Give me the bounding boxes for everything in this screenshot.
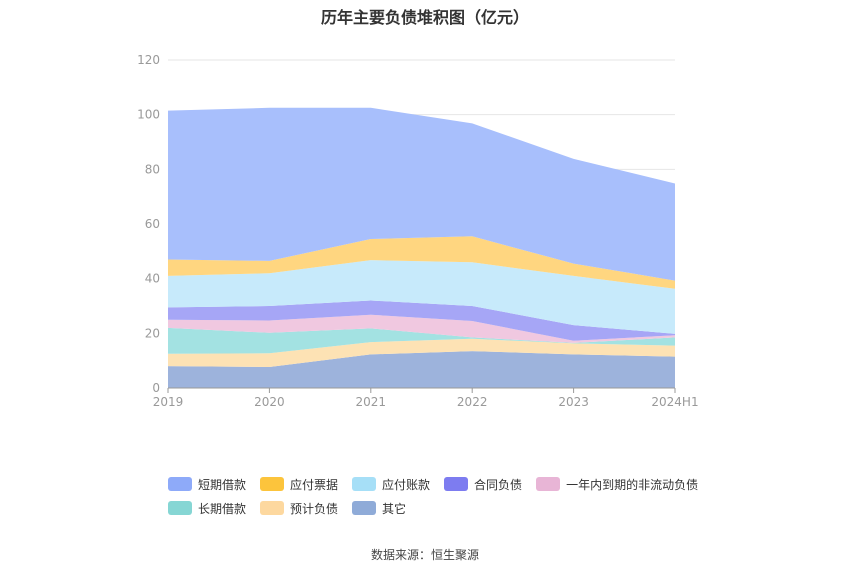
legend-item[interactable]: 其它 <box>352 500 406 517</box>
data-source: 数据来源：恒生聚源 <box>370 548 479 562</box>
x-tick-label: 2019 <box>153 395 184 409</box>
y-tick-label: 20 <box>145 326 160 340</box>
legend-swatch <box>168 477 192 491</box>
y-tick-label: 100 <box>137 108 160 122</box>
area-series-5 <box>168 260 675 334</box>
legend-swatch <box>536 477 561 491</box>
legend-item[interactable]: 合同负债 <box>444 476 522 493</box>
y-tick-label: 40 <box>145 272 160 286</box>
x-tick-label: 2022 <box>457 395 488 409</box>
area-series-7 <box>168 107 675 281</box>
x-tick-label: 2024H1 <box>651 395 698 409</box>
legend-swatch <box>260 477 285 491</box>
area-series-0 <box>168 351 675 388</box>
area-series-2 <box>168 327 675 354</box>
legend: 短期借款 应付票据 应付账款 合同负债 一年内到期的非流动负债 长期借款 预计负债 其它 <box>168 472 728 520</box>
legend-item[interactable]: 应付票据 <box>260 476 338 493</box>
legend-item[interactable]: 一年内到期的非流动负债 <box>536 476 698 493</box>
legend-label: 长期借款 <box>198 501 247 516</box>
legend-swatch <box>352 501 377 515</box>
legend-label: 短期借款 <box>198 477 247 492</box>
y-tick-label: 0 <box>152 381 160 395</box>
x-tick-label: 2021 <box>356 395 387 409</box>
legend-label: 预计负债 <box>290 501 339 516</box>
legend-swatch <box>352 477 377 491</box>
chart-title: 历年主要负债堆积图（亿元） <box>320 8 529 27</box>
legend-item[interactable]: 长期借款 <box>168 500 246 517</box>
y-tick-label: 80 <box>145 162 160 176</box>
legend-swatch <box>168 501 192 515</box>
y-tick-label: 120 <box>137 53 160 67</box>
legend-label: 其它 <box>382 501 407 516</box>
y-tick-label: 60 <box>145 217 160 231</box>
legend-swatch <box>444 477 469 491</box>
legend-label: 应付票据 <box>290 477 339 492</box>
x-tick-label: 2023 <box>558 395 589 409</box>
x-tick-label: 2020 <box>254 395 285 409</box>
legend-item[interactable]: 预计负债 <box>260 500 338 517</box>
legend-swatch <box>260 501 285 515</box>
legend-label: 应付账款 <box>382 477 431 492</box>
legend-item[interactable]: 应付账款 <box>352 476 430 493</box>
legend-item[interactable]: 短期借款 <box>168 476 246 493</box>
legend-label: 一年内到期的非流动负债 <box>566 477 699 492</box>
area-series-3 <box>168 314 675 343</box>
legend-row-1: 短期借款 应付票据 应付账款 合同负债 一年内到期的非流动负债 <box>168 472 728 496</box>
area-series-4 <box>168 300 675 341</box>
area-series-6 <box>168 236 675 289</box>
area-series-1 <box>168 338 675 367</box>
legend-label: 合同负债 <box>474 477 523 492</box>
legend-row-2: 长期借款 预计负债 其它 <box>168 496 728 520</box>
